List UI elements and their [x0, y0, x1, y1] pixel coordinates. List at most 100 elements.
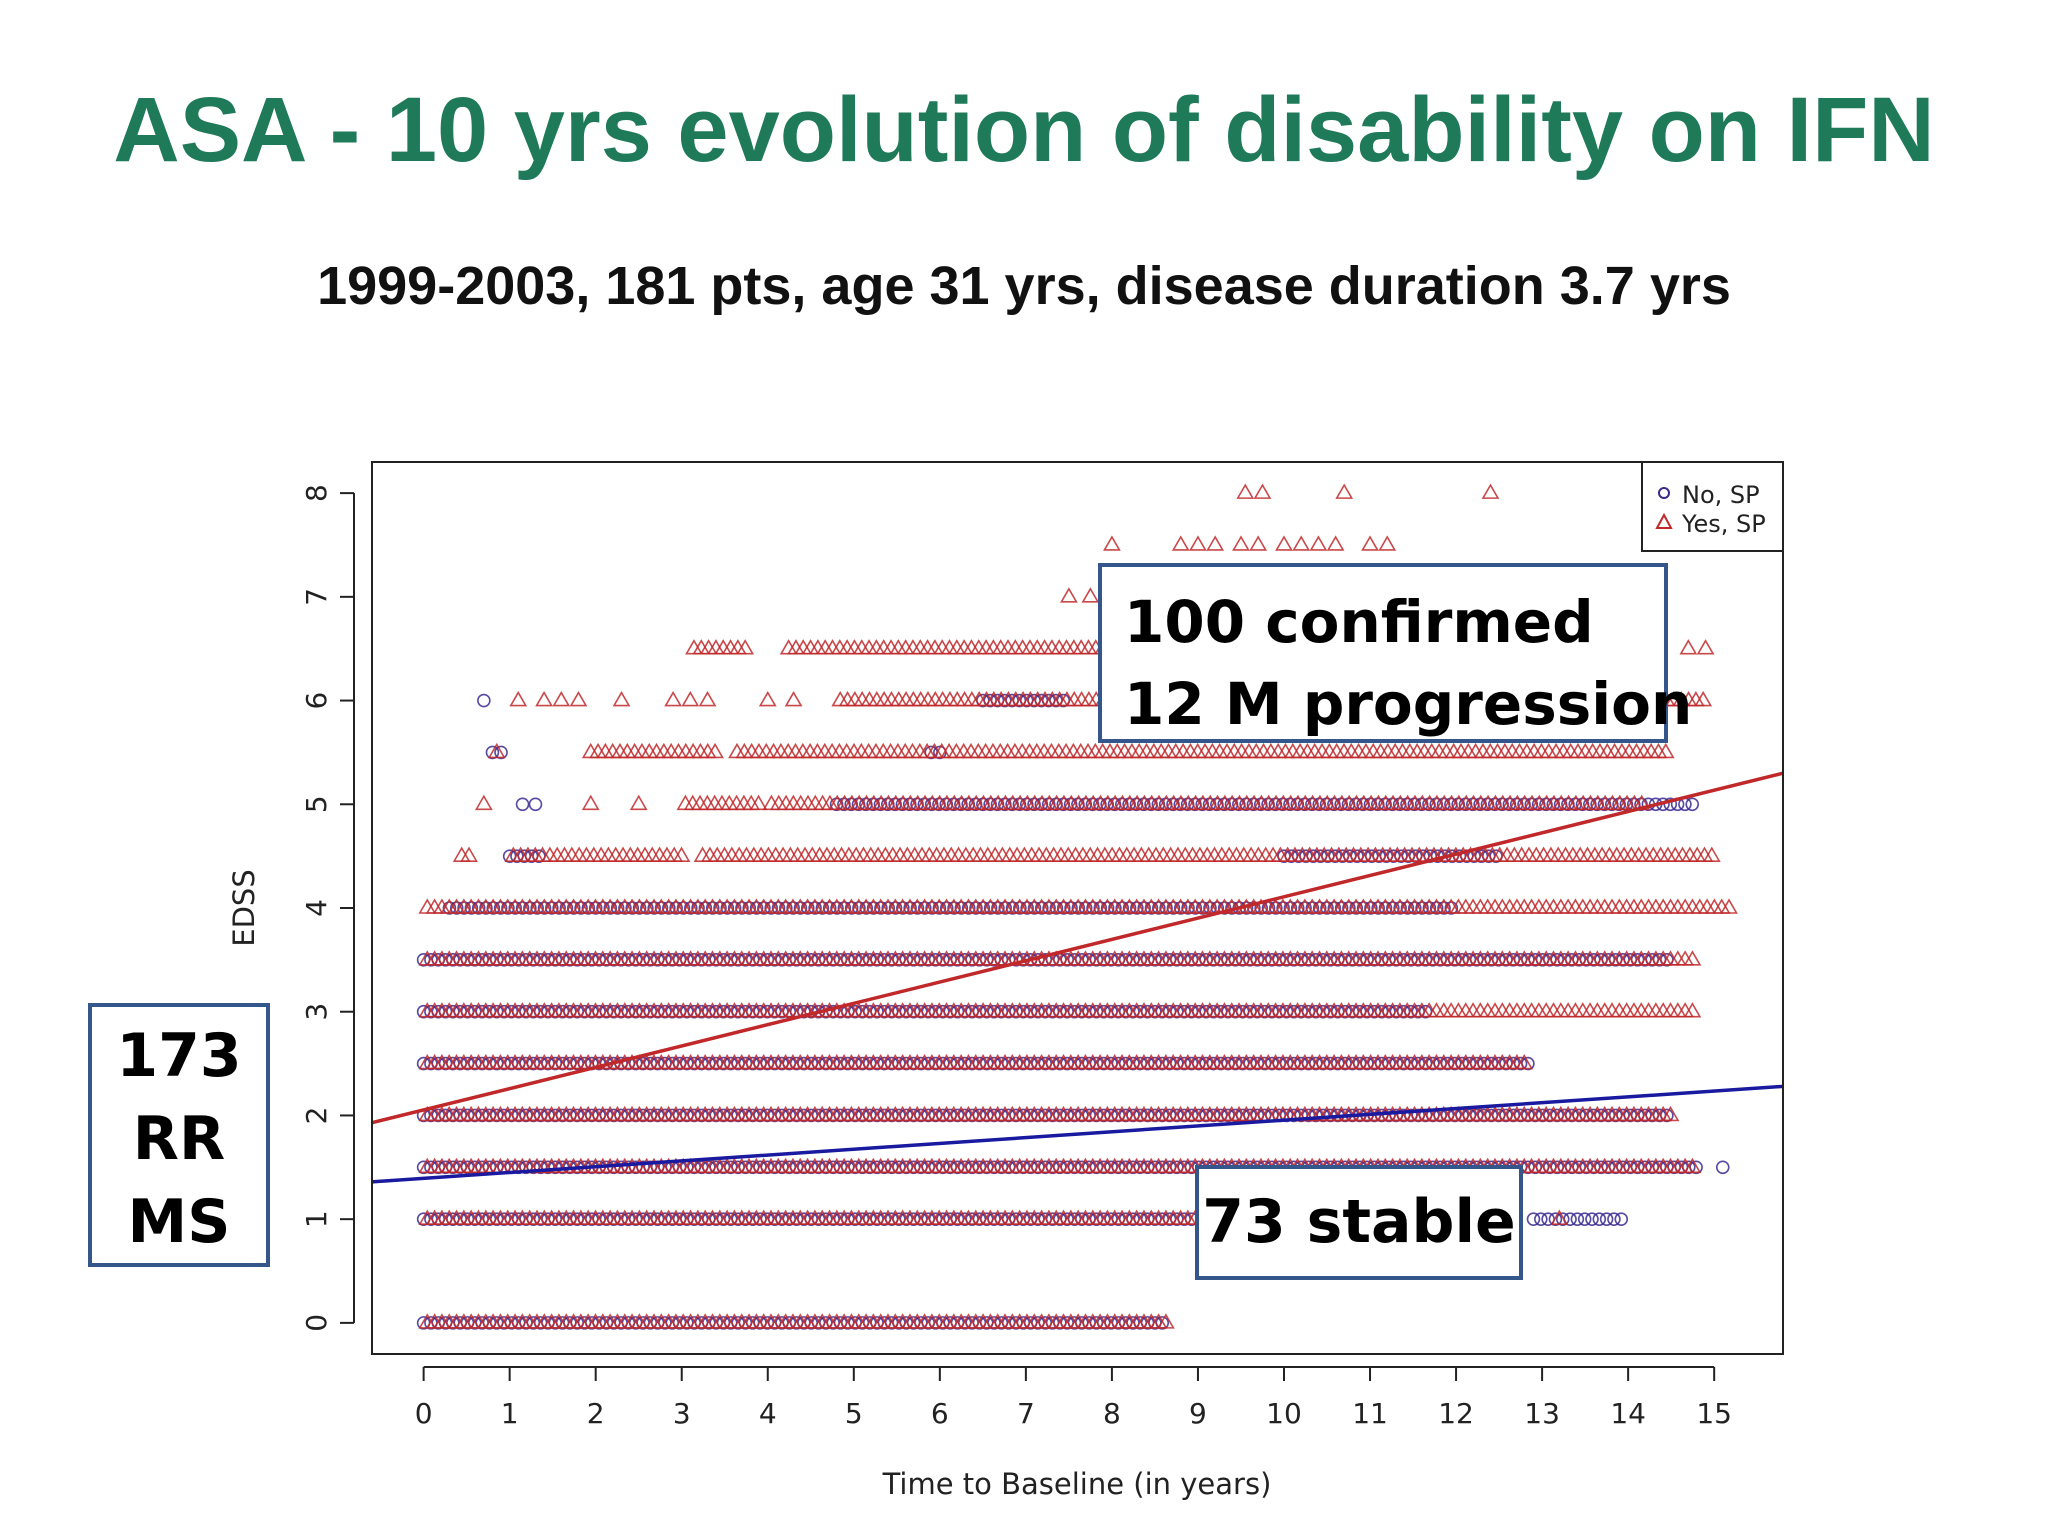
data-point-triangle	[672, 846, 691, 862]
data-point-circle	[1269, 901, 1283, 915]
data-point-circle	[991, 901, 1005, 915]
data-point-triangle	[1027, 742, 1046, 759]
data-point-triangle	[1680, 846, 1699, 862]
data-point-triangle	[487, 742, 506, 759]
data-point-triangle	[786, 742, 805, 759]
data-point-circle	[793, 901, 808, 915]
data-point-triangle	[1639, 1002, 1658, 1018]
data-point-triangle	[1066, 846, 1085, 862]
data-point-triangle	[1493, 898, 1512, 914]
data-point-circle	[1181, 901, 1195, 915]
data-point-triangle	[1269, 742, 1288, 759]
data-point-triangle	[603, 742, 622, 759]
data-point-triangle	[947, 639, 966, 655]
data-point-triangle	[1576, 742, 1595, 759]
data-point-triangle	[633, 742, 651, 759]
data-point-triangle	[984, 639, 1003, 655]
data-point-triangle	[737, 846, 756, 862]
data-point-triangle	[1496, 742, 1514, 759]
data-point-triangle	[1147, 846, 1165, 862]
data-point-triangle	[1320, 742, 1339, 759]
data-point-triangle	[1705, 898, 1724, 914]
data-point-circle	[537, 901, 552, 915]
data-point-triangle	[1088, 846, 1107, 862]
x-tick-label: 3	[673, 1397, 691, 1430]
data-point-triangle	[1573, 1002, 1592, 1018]
data-point-circle	[1276, 901, 1290, 915]
data-point-triangle	[1093, 742, 1112, 759]
data-point-triangle	[1702, 846, 1721, 862]
data-point-triangle	[1508, 898, 1526, 914]
data-point-triangle	[964, 846, 983, 862]
data-point-circle	[515, 901, 530, 915]
data-point-circle	[691, 901, 705, 915]
data-point-triangle	[1242, 846, 1260, 862]
data-point-triangle	[676, 794, 695, 811]
data-point-triangle	[813, 794, 832, 811]
data-point-triangle	[1527, 846, 1546, 862]
data-point-triangle	[1673, 846, 1692, 862]
data-point-triangle	[1117, 846, 1136, 862]
data-point-circle	[493, 901, 508, 915]
data-point-circle	[1064, 901, 1078, 915]
rrms-callout: 173 RR MS	[88, 1003, 270, 1267]
data-point-triangle	[999, 639, 1017, 655]
data-point-circle	[735, 901, 749, 915]
data-point-triangle	[713, 794, 731, 811]
data-point-triangle	[978, 846, 997, 862]
data-point-circle	[486, 901, 501, 915]
data-point-triangle	[1625, 1002, 1643, 1018]
data-point-circle	[917, 901, 932, 915]
data-point-triangle	[629, 794, 648, 811]
data-point-circle	[1247, 901, 1261, 915]
data-point-triangle	[1013, 742, 1032, 759]
data-point-triangle	[1081, 587, 1100, 603]
data-point-circle	[998, 901, 1013, 915]
data-point-triangle	[1283, 742, 1302, 759]
data-point-triangle	[1646, 898, 1665, 914]
data-point-circle	[581, 901, 596, 915]
data-point-circle	[983, 901, 998, 915]
data-point-triangle	[852, 742, 871, 759]
data-point-triangle	[1249, 535, 1268, 551]
data-point-triangle	[904, 690, 923, 707]
data-point-triangle	[971, 846, 990, 862]
data-point-triangle	[612, 690, 631, 707]
data-point-circle	[1217, 901, 1232, 915]
data-point-triangle	[592, 846, 610, 862]
data-point-triangle	[650, 846, 669, 862]
data-point-circle	[1152, 901, 1166, 915]
data-point-triangle	[665, 846, 684, 862]
data-point-triangle	[1043, 639, 1061, 655]
data-point-triangle	[1603, 1002, 1621, 1018]
data-point-circle	[1166, 901, 1181, 915]
data-point-circle	[1592, 1212, 1607, 1226]
data-point-triangle	[889, 639, 908, 655]
data-point-triangle	[1015, 846, 1034, 862]
data-point-triangle	[1198, 846, 1217, 862]
data-point-triangle	[1227, 846, 1246, 862]
data-point-triangle	[1313, 742, 1331, 759]
data-point-triangle	[1627, 742, 1646, 759]
data-point-triangle	[1474, 742, 1492, 759]
data-point-triangle	[1529, 1002, 1548, 1018]
data-point-triangle	[1072, 690, 1091, 707]
data-point-triangle	[1035, 742, 1054, 759]
data-point-triangle	[1261, 742, 1280, 759]
data-point-triangle	[1166, 742, 1185, 759]
data-point-triangle	[847, 846, 866, 862]
data-point-triangle	[1666, 846, 1685, 862]
data-point-triangle	[1578, 846, 1597, 862]
data-point-triangle	[1668, 1002, 1687, 1018]
data-point-triangle	[876, 846, 895, 862]
data-point-triangle	[1298, 742, 1317, 759]
data-point-triangle	[825, 846, 844, 862]
data-point-triangle	[418, 898, 437, 914]
data-point-triangle	[1022, 846, 1041, 862]
data-point-triangle	[1620, 742, 1639, 759]
data-point-circle	[1173, 901, 1188, 915]
data-point-triangle	[1471, 898, 1490, 914]
data-point-triangle	[1189, 535, 1207, 551]
data-point-triangle	[1437, 742, 1456, 759]
data-point-triangle	[1086, 742, 1105, 759]
